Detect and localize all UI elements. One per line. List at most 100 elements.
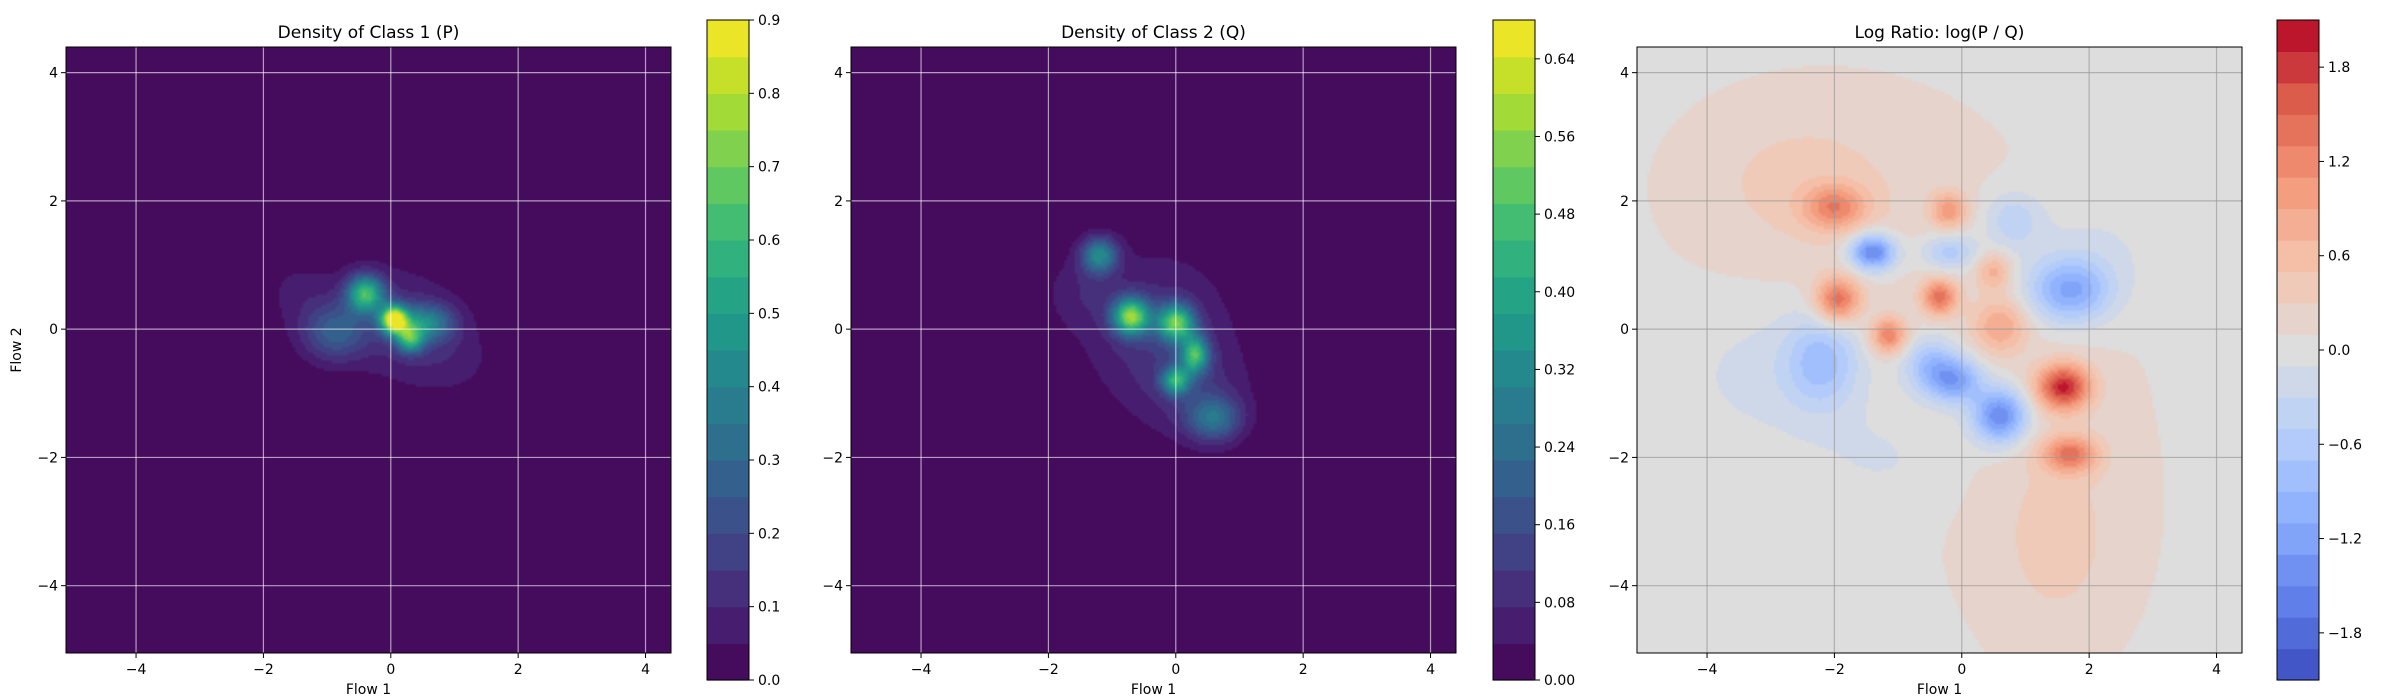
colorbar: 0.0 0.1 0.2 0.3 0.4 0.5 0.6 0.7 0.8 0.9 — [706, 13, 780, 689]
colorbar-tick-label: −0.6 — [2328, 437, 2362, 453]
colorbar-band — [707, 166, 749, 204]
colorbar-band — [1493, 606, 1535, 644]
colorbar-band — [2277, 302, 2319, 335]
colorbar-frame — [1492, 19, 1536, 681]
colorbar-frame — [706, 19, 750, 681]
y-tick-label: 2 — [49, 194, 58, 210]
chart-title: Log Ratio: log(P / Q) — [1855, 23, 2025, 43]
colorbar-tick-label: 0.5 — [758, 306, 780, 322]
colorbar-tick-label: 0.8 — [758, 86, 780, 102]
colorbar-tick-label: 0.56 — [1544, 129, 1575, 145]
x-tick-label: −2 — [253, 662, 274, 678]
y-tick-label: 2 — [1620, 194, 1629, 210]
y-tick-label: 2 — [834, 194, 843, 210]
colorbar-band — [2277, 114, 2319, 147]
colorbar-band — [2277, 51, 2319, 84]
colorbar-band — [707, 423, 749, 461]
colorbar-band — [2277, 177, 2319, 210]
colorbar-band — [707, 460, 749, 498]
x-tick-label: −2 — [1824, 662, 1845, 678]
colorbar-tick-label: 1.8 — [2328, 60, 2350, 76]
colorbar-band — [707, 350, 749, 388]
colorbar-band — [1493, 350, 1535, 388]
colorbar-band — [707, 56, 749, 94]
colorbar: 0.00 0.08 0.16 0.24 0.32 0.40 0.48 0.56 0.64 — [1492, 19, 1575, 689]
axes-frame — [1636, 46, 2243, 654]
y-tick-label: 4 — [834, 66, 843, 82]
colorbar-band — [2277, 145, 2319, 178]
colorbar-band — [707, 313, 749, 351]
x-tick-label: −4 — [911, 662, 932, 678]
colorbar-tick-label: 0.3 — [758, 453, 780, 469]
colorbar-band — [707, 496, 749, 534]
colorbar-band — [2277, 554, 2319, 587]
density-heatmap-2 — [851, 47, 1456, 653]
x-tick-label: 2 — [1299, 662, 1308, 678]
colorbar-band — [1493, 313, 1535, 351]
density-heatmap-3 — [1637, 47, 2242, 653]
x-tick-label: −2 — [1038, 662, 1059, 678]
colorbar-band — [2277, 82, 2319, 115]
colorbar-band — [707, 203, 749, 241]
y-tick-label: 4 — [1620, 66, 1629, 82]
x-tick-label: −4 — [126, 662, 147, 678]
colorbar-band — [1493, 570, 1535, 608]
colorbar-band — [707, 606, 749, 644]
chart-title: Density of Class 2 (Q) — [1061, 23, 1246, 43]
chart-panel-1: −4 −2 0 2 4 −4 −2 0 2 4 Density of Class 1 (P) Flow… — [9, 13, 780, 698]
y-tick-label: −4 — [1608, 579, 1629, 595]
y-tick-label: −4 — [37, 579, 58, 595]
y-tick-label: −2 — [822, 450, 843, 466]
colorbar-band — [2277, 240, 2319, 273]
x-tick-label: 0 — [386, 662, 395, 678]
colorbar-band — [1493, 533, 1535, 571]
density-heatmap-1 — [66, 47, 671, 653]
colorbar-band — [707, 240, 749, 278]
colorbar-tick-label: −1.8 — [2328, 626, 2362, 642]
colorbar-band — [1493, 643, 1535, 681]
colorbar-band — [707, 130, 749, 168]
colorbar-band — [1493, 423, 1535, 461]
x-tick-label: 2 — [514, 662, 523, 678]
colorbar-tick-label: 0.2 — [758, 526, 780, 542]
colorbar-tick-label: 0.1 — [758, 600, 780, 616]
colorbar-band — [707, 20, 749, 58]
y-tick-label: 0 — [1620, 322, 1629, 338]
colorbar-band — [2277, 365, 2319, 398]
y-tick-label: −2 — [1608, 450, 1629, 466]
colorbar-tick-label: 0.64 — [1544, 52, 1575, 68]
x-axis-label: Flow 1 — [346, 682, 391, 698]
colorbar-band — [2277, 460, 2319, 493]
colorbar-tick-label: 0.0 — [758, 673, 780, 689]
x-tick-label: 4 — [2212, 662, 2221, 678]
y-tick-label: −2 — [37, 450, 58, 466]
colorbar-band — [707, 570, 749, 608]
colorbar-band — [2277, 271, 2319, 304]
colorbar-tick-label: 0.08 — [1544, 595, 1575, 611]
axes-frame — [850, 46, 1457, 654]
x-tick-label: 4 — [1426, 662, 1435, 678]
colorbar-tick-label: 0.16 — [1544, 518, 1575, 534]
colorbar-band — [707, 276, 749, 314]
colorbar-band — [2277, 428, 2319, 461]
chart-title: Density of Class 1 (P) — [278, 23, 460, 43]
colorbar-tick-label: 0.00 — [1544, 673, 1575, 689]
colorbar-tick-label: 0.9 — [758, 13, 780, 29]
colorbar-band — [2277, 491, 2319, 524]
colorbar-band — [1493, 460, 1535, 498]
colorbar-band — [2277, 397, 2319, 430]
colorbar-band — [2277, 208, 2319, 241]
colorbar-band — [2277, 648, 2319, 681]
colorbar-tick-label: −1.2 — [2328, 532, 2362, 548]
x-tick-label: 4 — [641, 662, 650, 678]
x-axis-label: Flow 1 — [1917, 682, 1962, 698]
colorbar-band — [1493, 386, 1535, 424]
colorbar-band — [707, 93, 749, 131]
colorbar-tick-label: 0.0 — [2328, 343, 2350, 359]
chart-panel-3: −4 −2 0 2 4 −4 −2 0 2 4 Log Ratio: log(P / Q) Flow … — [1608, 19, 2362, 698]
colorbar-band — [1493, 166, 1535, 204]
colorbar-band — [707, 386, 749, 424]
colorbar-band — [2277, 334, 2319, 367]
colorbar-band — [1493, 130, 1535, 168]
